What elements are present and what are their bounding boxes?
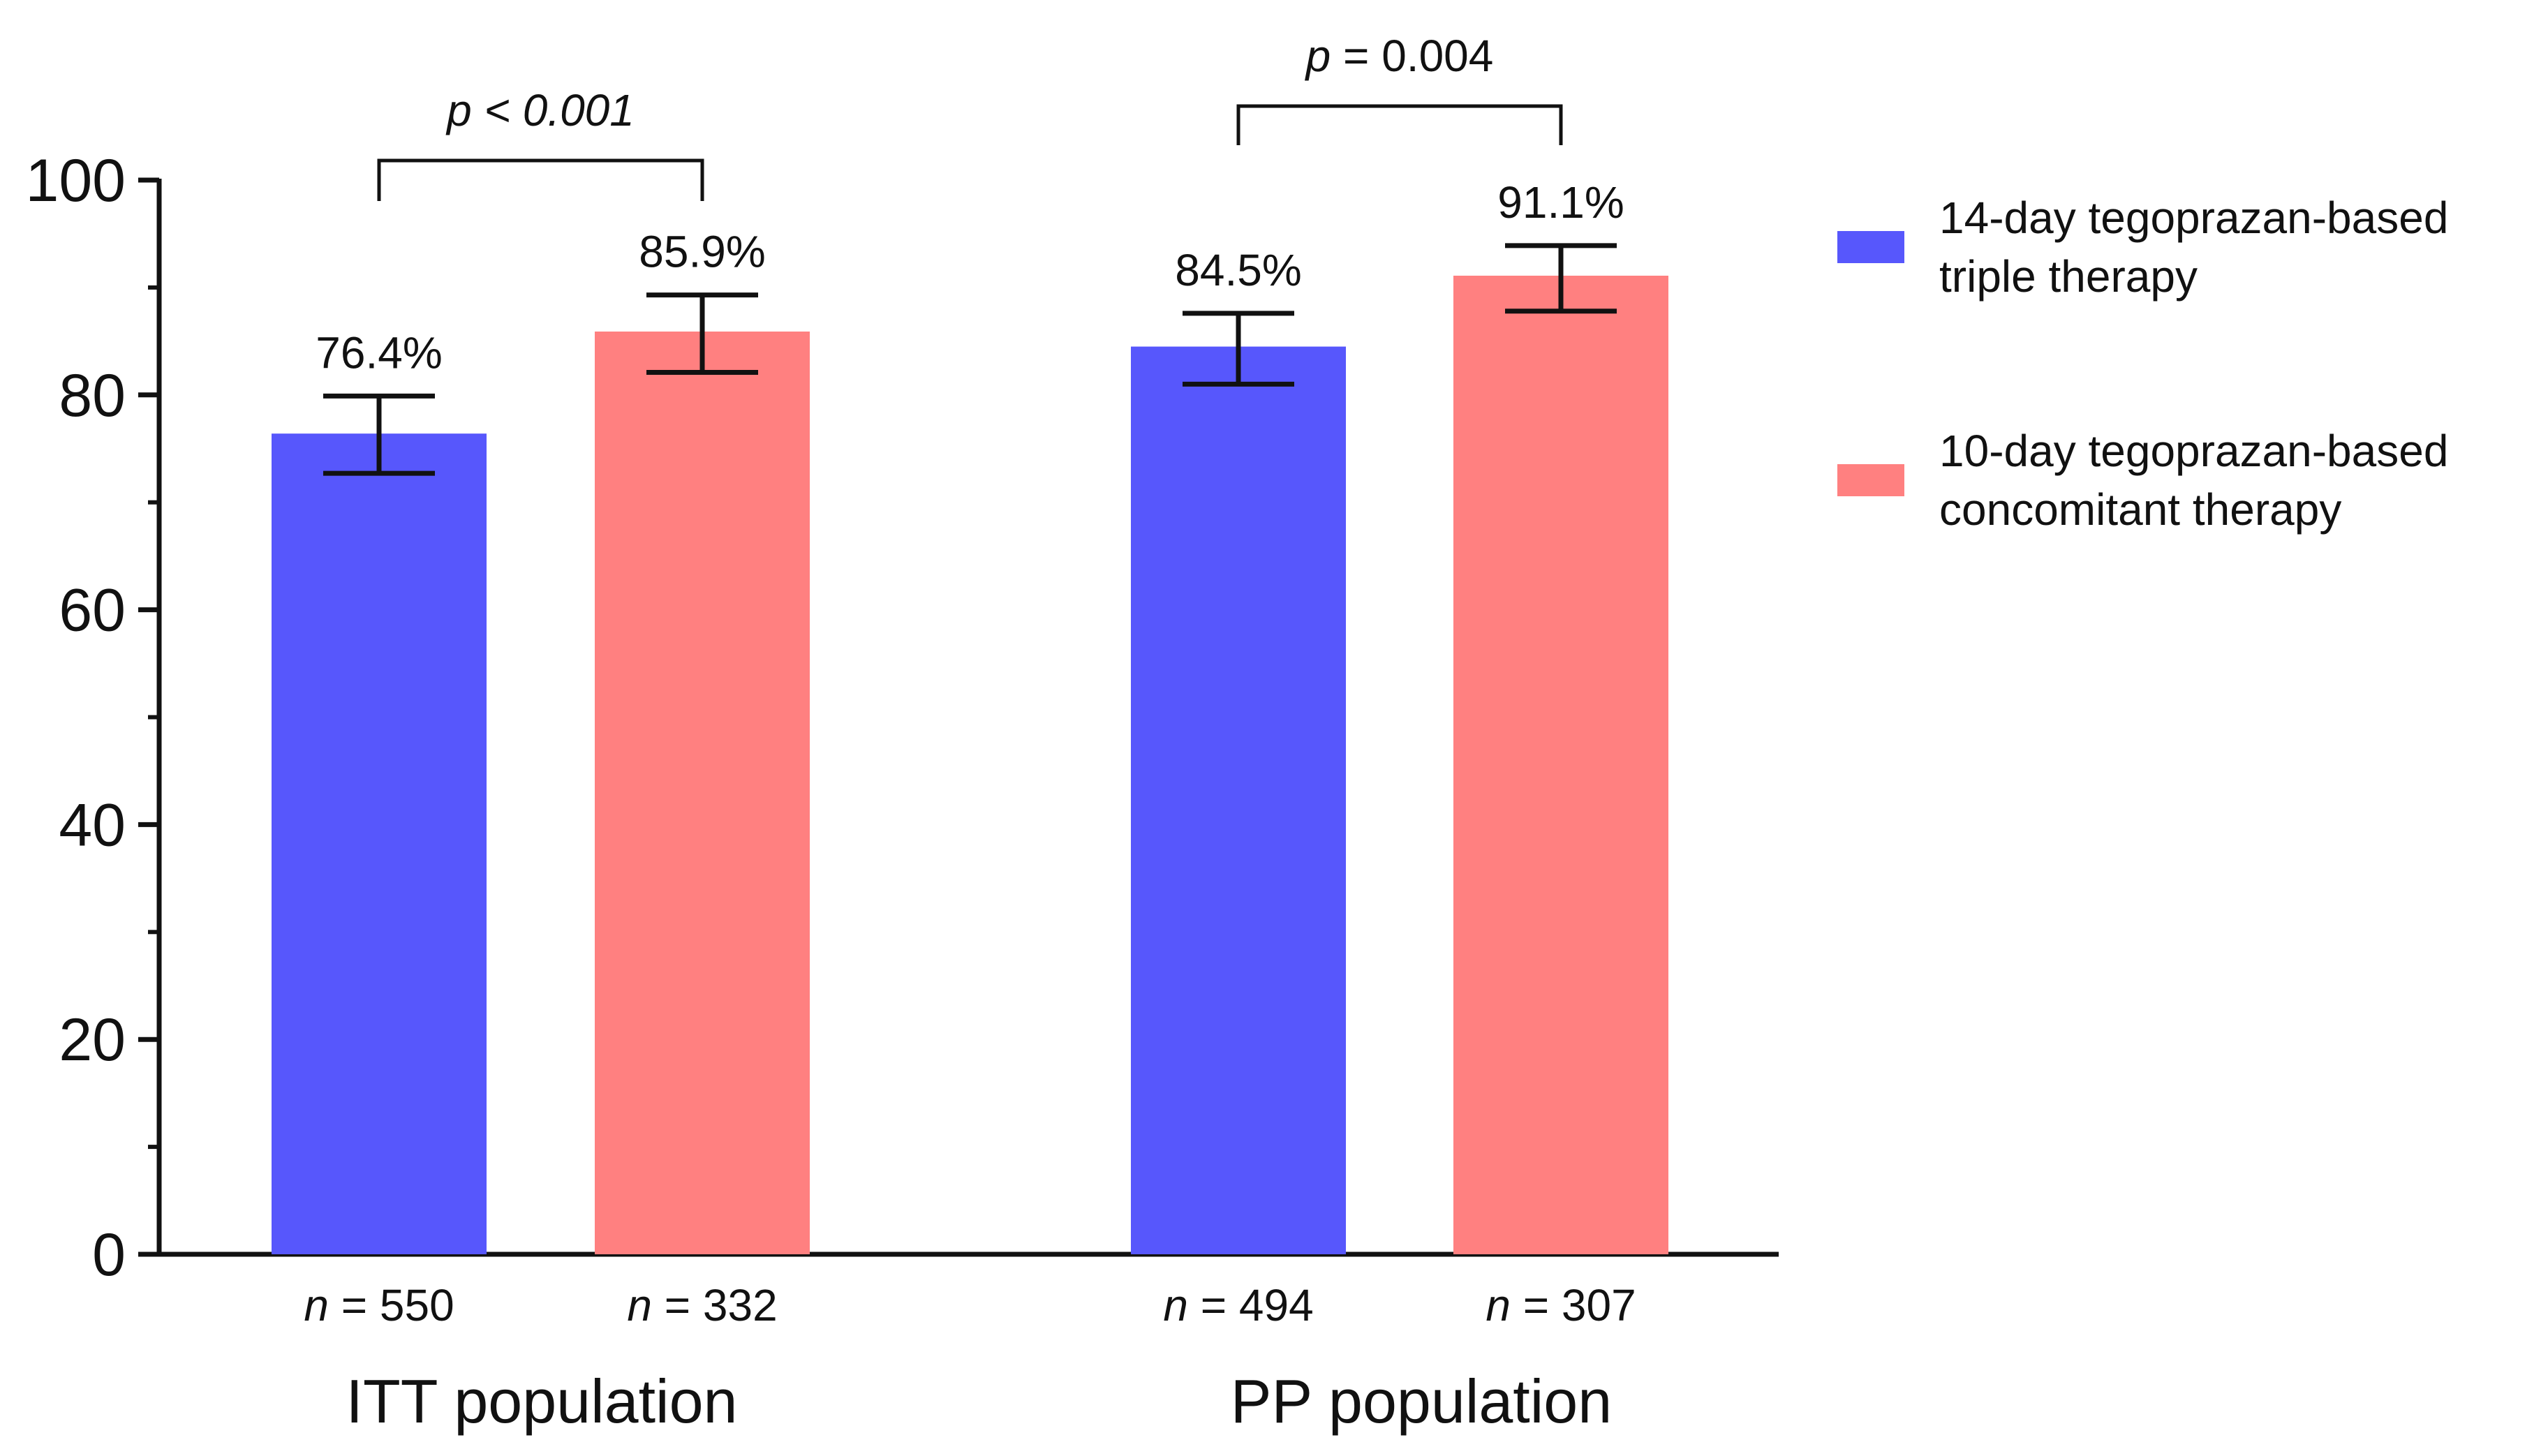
bar <box>1131 346 1346 1254</box>
sample-size-label: n = 494 <box>1163 1280 1313 1330</box>
sample-size-label: n = 550 <box>304 1280 454 1330</box>
significance-bracket <box>377 158 704 201</box>
data-label: 76.4% <box>316 327 442 378</box>
sample-size-value: = 307 <box>1511 1280 1636 1330</box>
sample-size-symbol: n <box>627 1280 652 1330</box>
bars <box>272 243 1668 1255</box>
p-value-symbol: p <box>1305 31 1331 81</box>
bar <box>595 331 810 1254</box>
p-value-text: = 0.004 <box>1331 31 1493 81</box>
p-value-label: p < 0.001 <box>445 85 635 135</box>
data-label: 91.1% <box>1497 177 1624 228</box>
sample-size-value: = 550 <box>329 1280 454 1330</box>
sample-size-symbol: n <box>1486 1280 1511 1330</box>
significance-bracket <box>1236 104 1563 145</box>
y-tick-label: 20 <box>59 1006 126 1074</box>
sample-size-value: = 494 <box>1188 1280 1314 1330</box>
y-tick-label: 0 <box>92 1221 126 1288</box>
data-label: 84.5% <box>1175 245 1301 295</box>
sample-size-label: n = 332 <box>627 1280 777 1330</box>
p-value-symbol: p <box>445 85 472 135</box>
bar <box>1453 275 1668 1255</box>
sample-size-symbol: n <box>304 1280 329 1330</box>
annotations: 76.4% n = 550 85.9% n = 332 ITT population p … <box>304 31 1636 1436</box>
sample-size-value: = 332 <box>652 1280 778 1330</box>
p-value-label: p = 0.004 <box>1305 31 1494 81</box>
y-tick-label: 40 <box>59 792 126 859</box>
legend-label: 10-day tegoprazan-based <box>1939 426 2448 476</box>
sample-size-label: n = 307 <box>1486 1280 1636 1330</box>
legend: 14-day tegoprazan-based triple therapy 10-… <box>1837 193 2448 535</box>
y-tick-label: 60 <box>59 577 126 644</box>
legend-label: 14-day tegoprazan-based <box>1939 193 2448 243</box>
bar <box>272 433 487 1254</box>
data-label: 85.9% <box>639 227 765 277</box>
y-tick-label: 100 <box>26 147 126 214</box>
legend-swatch <box>1837 464 1904 496</box>
x-group-label: PP population <box>1231 1367 1612 1436</box>
legend-label: concomitant therapy <box>1939 484 2341 535</box>
y-tick-label: 80 <box>59 362 126 429</box>
sample-size-symbol: n <box>1163 1280 1188 1330</box>
x-group-label: ITT population <box>346 1367 738 1436</box>
legend-label: triple therapy <box>1939 251 2198 302</box>
legend-swatch <box>1837 231 1904 263</box>
p-value-text: < 0.001 <box>472 85 635 135</box>
